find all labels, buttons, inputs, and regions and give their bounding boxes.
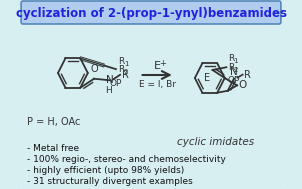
Text: cyclization of 2-(prop-1-ynyl)benzamides: cyclization of 2-(prop-1-ynyl)benzamides (15, 6, 287, 19)
Text: - 100% regio-, stereo- and chemoselectivity: - 100% regio-, stereo- and chemoselectiv… (27, 155, 226, 164)
Text: R: R (122, 70, 129, 80)
Text: R: R (119, 57, 125, 66)
Text: O: O (90, 64, 98, 74)
Text: H: H (105, 86, 112, 95)
Text: - 31 structurally divergent examples: - 31 structurally divergent examples (27, 177, 193, 186)
Text: 2: 2 (233, 67, 238, 73)
FancyBboxPatch shape (17, 0, 285, 189)
Text: 1: 1 (233, 58, 238, 64)
Text: N: N (106, 75, 114, 85)
Text: R: R (228, 54, 234, 63)
Text: E: E (204, 73, 210, 83)
Text: R: R (228, 63, 234, 72)
Text: cyclic imidates: cyclic imidates (177, 137, 255, 147)
FancyBboxPatch shape (21, 1, 281, 24)
Text: OP: OP (110, 79, 122, 88)
Text: O: O (238, 80, 246, 90)
Text: 1: 1 (124, 61, 128, 67)
Text: OP: OP (227, 76, 240, 85)
Text: R: R (119, 65, 125, 74)
Text: - Metal free: - Metal free (27, 144, 79, 153)
Text: P = H, OAc: P = H, OAc (27, 117, 81, 127)
Text: N: N (230, 67, 238, 77)
Text: R: R (245, 70, 251, 80)
Text: E: E (154, 61, 161, 71)
Text: 2: 2 (124, 69, 128, 75)
Text: E = I, Br: E = I, Br (139, 81, 176, 90)
Text: +: + (159, 59, 166, 67)
Text: - highly efficient (upto 98% yields): - highly efficient (upto 98% yields) (27, 166, 185, 175)
